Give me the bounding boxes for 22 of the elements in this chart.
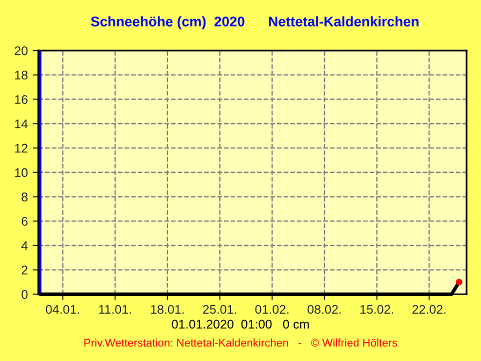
text: 01.01.2020 01:00 0 cm — [172, 320, 309, 329]
x-tick-label: 18.01. — [151, 304, 184, 314]
y-tick-label: 8 — [22, 192, 28, 202]
y-tick-label: 2 — [22, 266, 28, 274]
y-tick-label: 4 — [21, 241, 28, 250]
y-tick-label: 10 — [15, 168, 28, 178]
x-tick-label: 01.02. — [255, 304, 288, 314]
x-tick-label: 04.01. — [46, 304, 80, 314]
x-tick-label: 22.02. — [412, 304, 446, 314]
x-tick-label: 11.01. — [99, 304, 131, 314]
y-tick-label: 14 — [15, 120, 28, 128]
x-tick-label: 08.02. — [308, 304, 341, 314]
y-tick-label: 18 — [15, 70, 28, 80]
y-tick-label: 6 — [22, 216, 28, 226]
y-tick-label: 20 — [14, 46, 28, 56]
text: Priv.Wetterstation: Nettetal-Kaldenkirchen - © Wilfried Hölters — [84, 338, 398, 347]
y-tick-label: 16 — [15, 95, 28, 104]
x-tick-label: 15.02. — [360, 304, 394, 314]
chart-title: Schneehöhe (cm) 2020 Nettetal-Kaldenkirchen — [90, 16, 418, 30]
y-tick-label: 12 — [15, 144, 28, 153]
y-tick-label: 0 — [22, 290, 28, 299]
x-tick-label: 25.01. — [203, 304, 236, 314]
